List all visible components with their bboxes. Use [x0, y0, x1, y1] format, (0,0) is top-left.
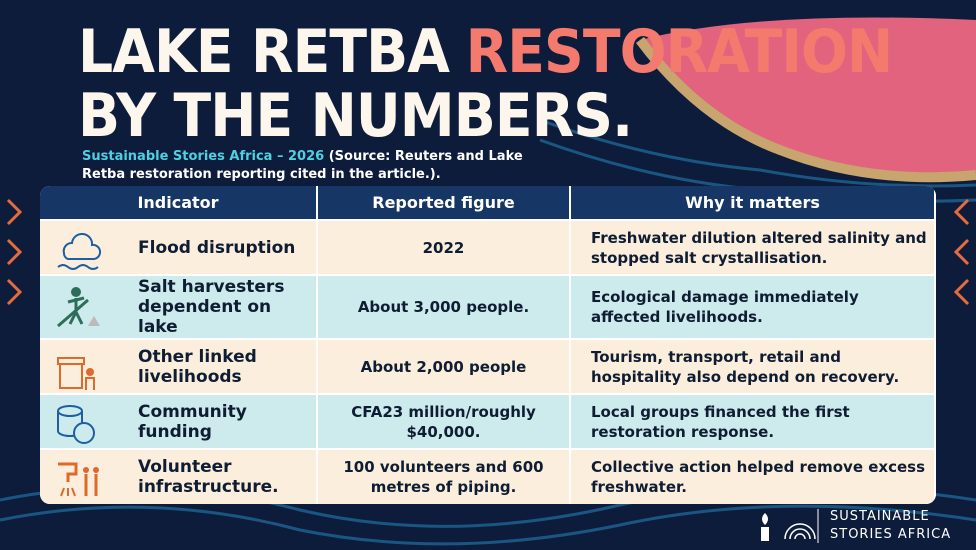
cell-text: Freshwater dilution altered salinity and…	[591, 228, 927, 267]
cell-text: Collective action helped remove excess f…	[591, 458, 925, 496]
cell-text: Ecological damage immediately affected l…	[591, 288, 859, 326]
table-cell: Collective action helped remove excess f…	[570, 448, 936, 504]
row-icon	[57, 287, 100, 328]
cell-text: Volunteer infrastructure.	[138, 457, 279, 497]
title-part: LAKE RETBA	[78, 17, 450, 87]
table-cell: CFA23 million/roughly $40,000.	[317, 393, 571, 449]
cell-text: Other linked livelihoods	[138, 346, 257, 387]
column-header: Why it matters	[570, 186, 936, 220]
table-cell: Freshwater dilution altered salinity and…	[570, 219, 936, 275]
table-row: Salt harvesters dependent on lake About 3…	[40, 274, 936, 339]
table-cell: About 2,000 people	[317, 338, 571, 394]
cell-text: CFA23 million/roughly $40,000.	[351, 402, 536, 441]
cell-text: Flood disruption	[138, 237, 296, 258]
cell-text: Salt harvesters dependent on lake	[138, 277, 285, 337]
table-cell: Ecological damage immediately affected l…	[570, 274, 936, 339]
cell-text: 100 volunteers and 600 metres of piping.	[343, 458, 544, 496]
table-cell: 2022	[317, 219, 571, 275]
table-cell: Other linked livelihoods	[40, 338, 318, 394]
table-row: Community funding CFA23 million/roughly $…	[40, 393, 936, 449]
title-line-1: LAKE RETBA RESTORATION	[78, 22, 893, 82]
table-row: Volunteer infrastructure. 100 volunteers …	[40, 448, 936, 504]
row-icon	[58, 462, 99, 497]
table-cell: 100 volunteers and 600 metres of piping.	[317, 448, 571, 504]
table-cell: Tourism, transport, retail and hospitali…	[570, 338, 936, 394]
cell-text: Local groups financed the first restorat…	[591, 402, 850, 441]
table: Indicator Reported figure Why it matters F…	[40, 186, 936, 504]
cell-text: Tourism, transport, retail and hospitali…	[591, 347, 900, 386]
cell-text: Community funding	[138, 401, 247, 442]
row-icon	[57, 357, 95, 390]
cell-text: About 3,000 people.	[357, 298, 530, 316]
table-cell: About 3,000 people.	[317, 274, 571, 339]
source-note: (Source: Reuters and Lake Retba restorat…	[82, 149, 523, 182]
table-cell: Community funding	[40, 393, 318, 449]
table-cell: Flood disruption	[40, 219, 318, 275]
table-cell: Local groups financed the first restorat…	[570, 393, 936, 449]
brand-logo	[761, 509, 819, 543]
cell-text: 2022	[422, 238, 465, 257]
source: Sustainable Stories Africa – 2026	[82, 149, 325, 164]
table-row: Flood disruption 2022 Freshwater dilution …	[40, 219, 936, 275]
row-icon	[57, 233, 102, 270]
cell-text: About 2,000 people	[360, 357, 527, 376]
column-header: Reported figure	[317, 186, 571, 220]
brand-line: STORIES AFRICA	[830, 527, 952, 542]
brand-line: SUSTAINABLE	[830, 509, 930, 524]
row-icon	[57, 405, 95, 444]
brand: SUSTAINABLE STORIES AFRICA	[830, 508, 951, 544]
title-line-2: BY THE NUMBERS.	[78, 81, 633, 151]
table-row: Other linked livelihoods About 2,000 peop…	[40, 338, 936, 394]
subtitle: Sustainable Stories Africa – 2026 (Sourc…	[82, 148, 552, 184]
column-header: Indicator	[40, 186, 318, 220]
title-highlight: RESTORATION	[465, 17, 894, 87]
table-cell: Volunteer infrastructure.	[40, 448, 318, 504]
table-cell: Salt harvesters dependent on lake	[40, 274, 318, 339]
